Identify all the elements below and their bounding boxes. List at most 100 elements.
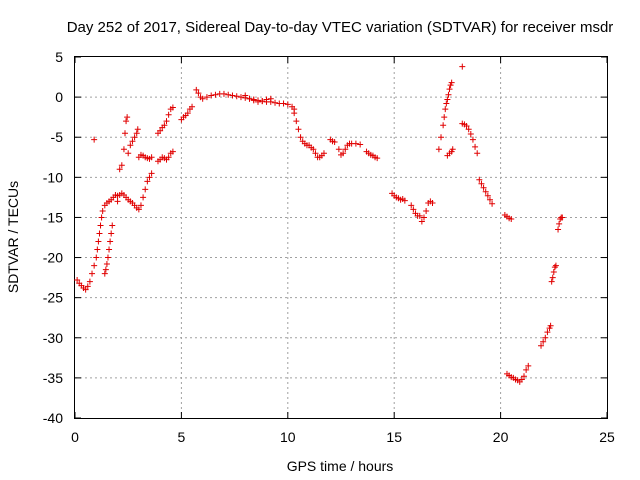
data-point: [293, 118, 300, 125]
data-point: [169, 148, 176, 155]
data-point: [140, 194, 147, 201]
data-point: [123, 118, 130, 125]
series-arc-9: [178, 103, 196, 123]
data-point: [523, 366, 530, 373]
series-arc-7: [154, 104, 176, 137]
data-point: [489, 200, 496, 207]
data-point: [263, 96, 270, 103]
data-point: [91, 136, 98, 143]
data-point: [98, 214, 105, 221]
series-arc-14: [327, 136, 338, 146]
data-point: [443, 100, 450, 107]
x-tick-label: 0: [71, 429, 79, 445]
data-point: [189, 103, 196, 110]
data-point: [165, 111, 172, 118]
series-arc-6: [135, 151, 155, 162]
series-arc-12: [291, 110, 315, 151]
data-point: [124, 114, 131, 121]
series-arc-18: [408, 198, 436, 225]
data-point: [96, 230, 103, 237]
data-point: [548, 278, 555, 285]
data-point: [203, 94, 210, 101]
data-point: [416, 212, 423, 219]
data-points: [74, 63, 566, 385]
data-point: [108, 230, 115, 237]
data-point: [242, 92, 249, 99]
data-point: [208, 92, 215, 99]
data-point: [103, 260, 110, 267]
data-point: [225, 91, 232, 98]
data-point: [291, 110, 298, 117]
data-point: [131, 134, 138, 141]
grid-lines: [75, 57, 607, 418]
data-point: [420, 214, 427, 221]
data-point: [352, 140, 359, 147]
data-point: [374, 155, 381, 162]
series-arc-27: [548, 262, 559, 285]
x-tick-label: 15: [386, 429, 402, 445]
series-arc-13: [310, 146, 327, 161]
series-arc-21: [459, 63, 466, 70]
data-point: [233, 93, 240, 100]
data-point: [476, 176, 483, 183]
data-point: [163, 118, 170, 125]
data-point: [280, 100, 287, 107]
data-point: [408, 202, 415, 209]
data-point: [342, 146, 349, 153]
data-point: [114, 198, 121, 205]
series-arc-16: [363, 148, 381, 162]
data-point: [82, 286, 89, 293]
series-arc-1: [74, 191, 121, 293]
data-point: [246, 95, 253, 102]
data-point: [555, 226, 562, 233]
data-point: [259, 98, 266, 105]
data-point: [284, 101, 291, 108]
data-point: [423, 208, 430, 215]
data-point: [135, 206, 142, 213]
data-point: [148, 154, 155, 161]
data-point: [441, 114, 448, 121]
data-point: [220, 90, 227, 97]
data-point: [146, 174, 153, 181]
data-point: [508, 216, 515, 223]
data-point: [312, 150, 319, 157]
y-tick-label: -15: [43, 209, 63, 225]
data-point: [559, 214, 566, 221]
data-point: [144, 178, 151, 185]
y-tick-label: -20: [43, 250, 63, 266]
data-point: [446, 86, 453, 93]
data-point: [484, 192, 491, 199]
data-point: [89, 270, 96, 277]
chart-title: Day 252 of 2017, Sidereal Day-to-day VTE…: [67, 19, 614, 36]
data-point: [267, 95, 274, 102]
data-point: [442, 106, 449, 113]
data-point: [295, 126, 302, 133]
data-point: [199, 95, 206, 102]
data-point: [102, 266, 109, 273]
data-point: [95, 238, 102, 245]
data-point: [401, 197, 408, 204]
series-arc-8: [154, 148, 176, 165]
data-point: [550, 268, 557, 275]
series-arc-17: [389, 190, 408, 204]
x-tick-label: 10: [280, 429, 296, 445]
data-point: [161, 122, 168, 129]
data-point: [229, 92, 236, 99]
data-point: [340, 150, 347, 157]
data-point: [193, 86, 200, 93]
data-point: [518, 376, 525, 383]
series-arc-23: [476, 176, 496, 207]
series-arc-11: [242, 92, 274, 105]
data-point: [538, 342, 545, 349]
series-arc-28: [555, 214, 566, 233]
data-point: [467, 131, 474, 138]
data-point: [272, 99, 279, 106]
data-point: [84, 283, 91, 290]
data-point: [540, 338, 547, 345]
data-point: [118, 162, 125, 169]
data-point: [86, 278, 93, 285]
data-point: [478, 180, 485, 187]
y-tick-label: -25: [43, 290, 63, 306]
series-arc-2: [91, 136, 98, 143]
